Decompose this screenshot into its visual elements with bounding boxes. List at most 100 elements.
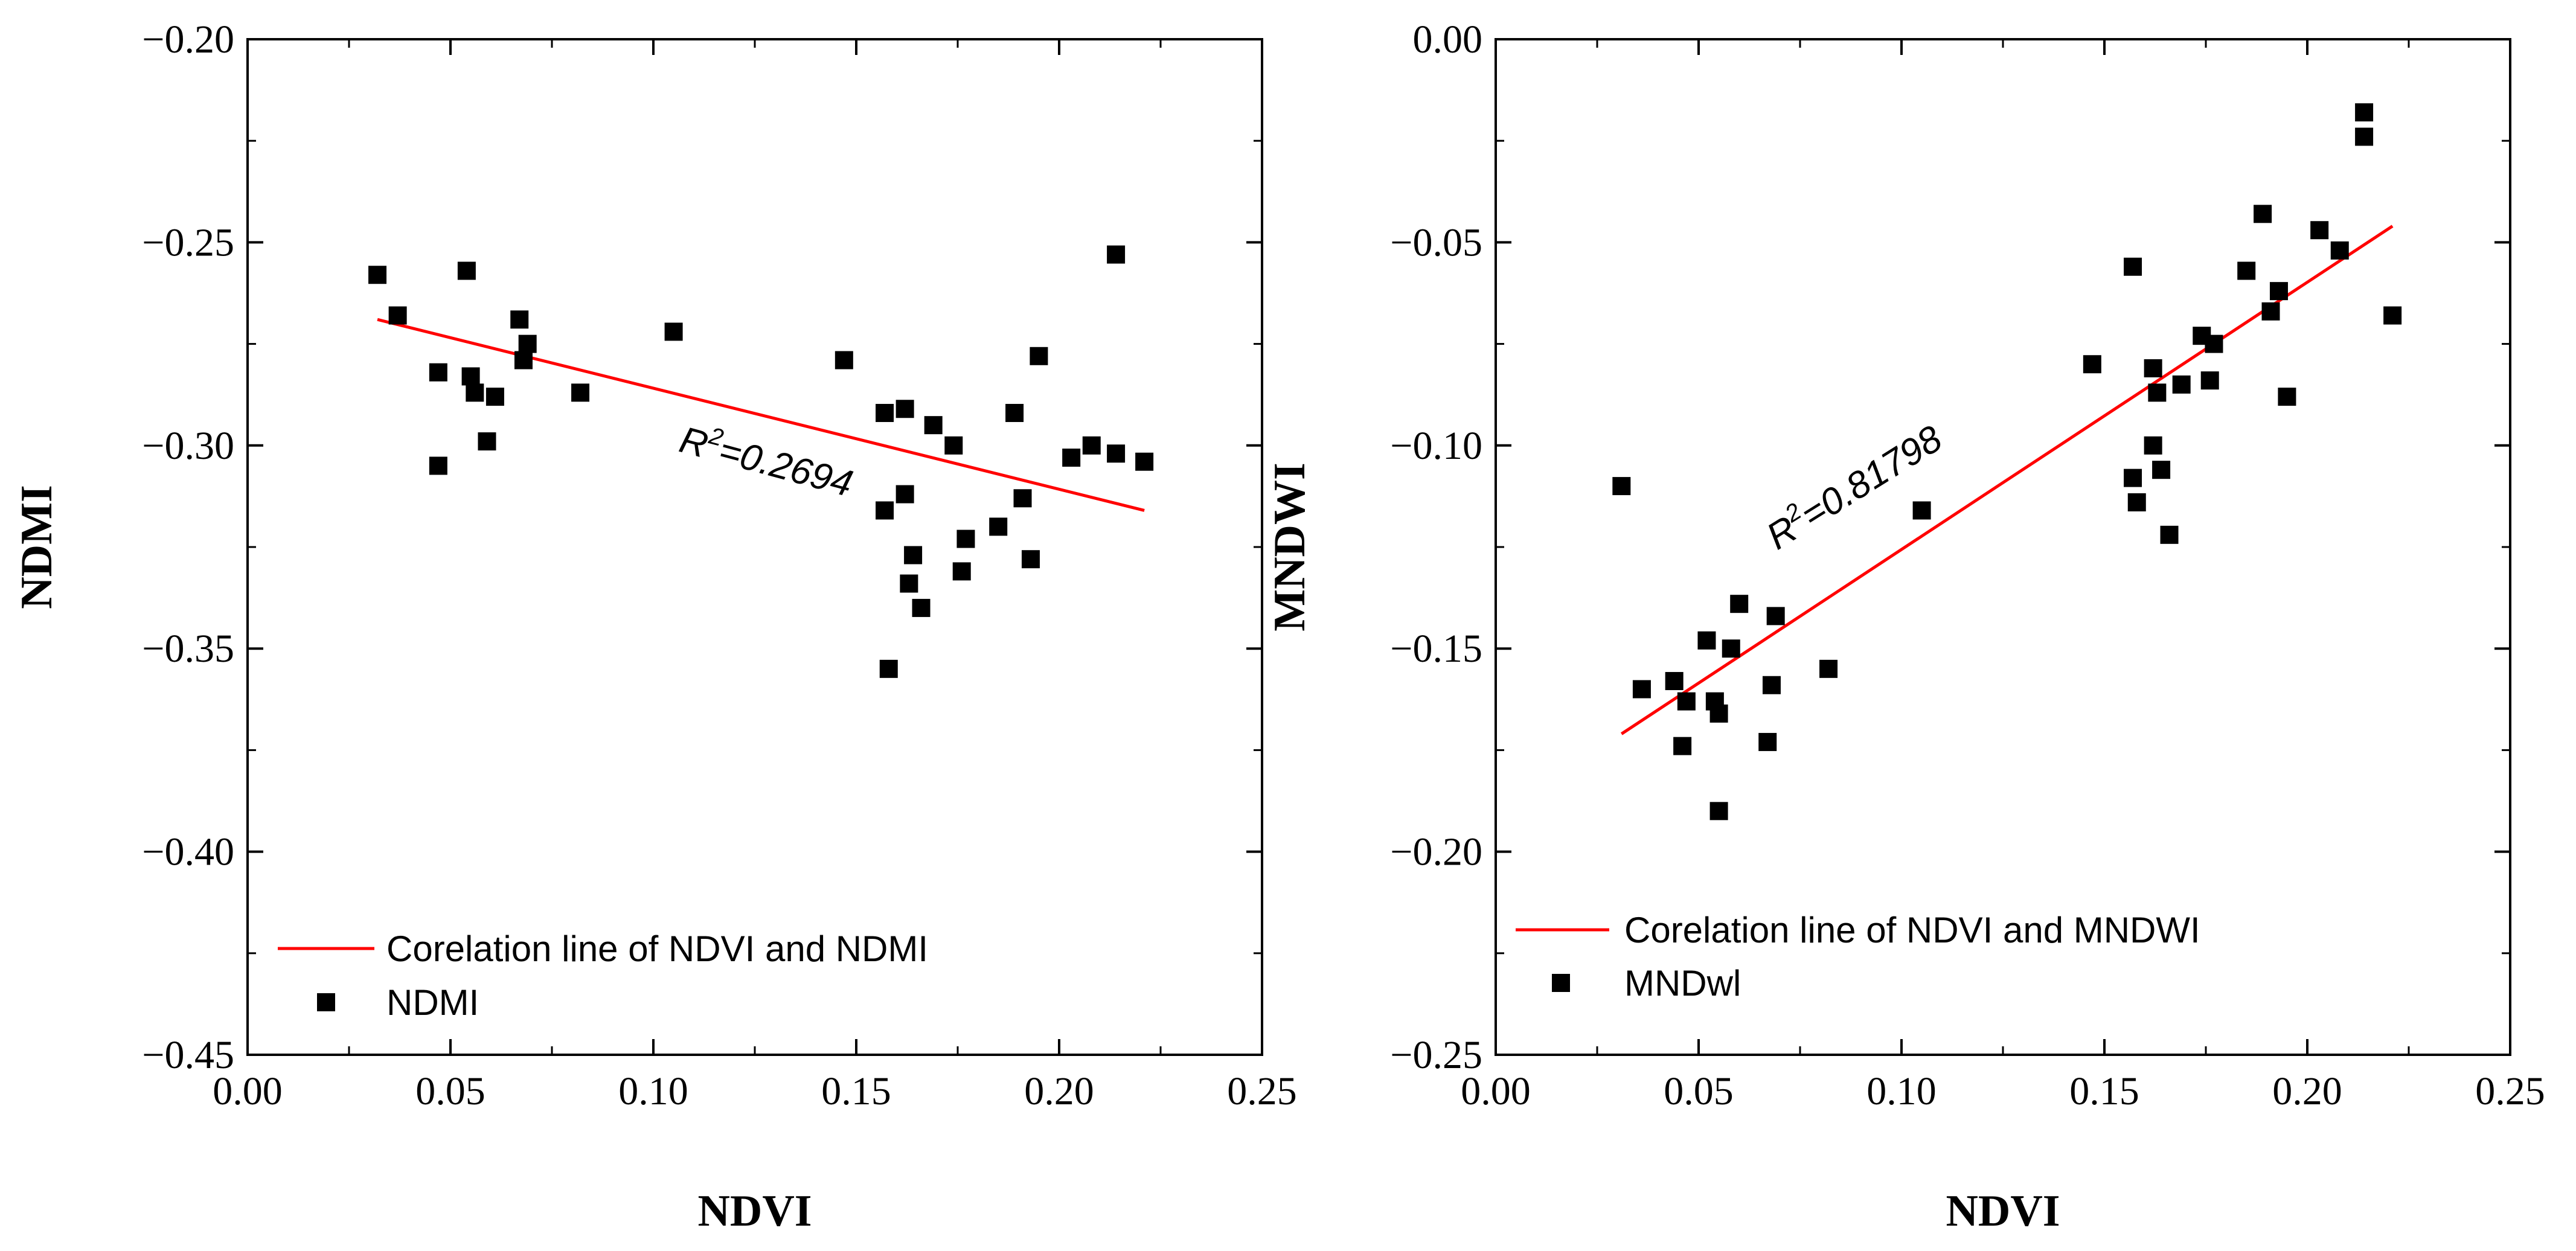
data-point (2330, 241, 2349, 260)
data-point (1722, 639, 1740, 658)
data-point (2254, 205, 2272, 223)
y-tick-label: −0.15 (1390, 627, 1482, 671)
legend-marker-swatch (1552, 974, 1570, 992)
data-point (2172, 375, 2191, 394)
right-chart: 0.00 0.05 0.10 0.15 0.20 0.25 −0.25 −0.20 −0.15 −… (1265, 18, 2545, 1236)
legend-series-label: MNDwl (1624, 963, 1741, 1003)
legend-marker-swatch (317, 993, 335, 1011)
data-point (2152, 461, 2171, 479)
data-point (368, 266, 387, 284)
data-point (514, 351, 533, 370)
data-point (1673, 737, 1692, 755)
data-point (2144, 359, 2162, 377)
data-point (571, 383, 590, 402)
data-point (2383, 306, 2402, 325)
data-point (2148, 383, 2167, 402)
data-point (2124, 257, 2142, 276)
legend: Corelation line of NDVI and MNDWI MNDwl (1516, 910, 2200, 1003)
y-tick-label: −0.45 (142, 1033, 234, 1077)
data-point (835, 351, 853, 370)
data-point (2144, 436, 2162, 455)
x-tick-label: 0.20 (2272, 1069, 2342, 1113)
data-point (664, 322, 683, 341)
data-point (876, 501, 894, 520)
data-point (1062, 448, 1081, 467)
data-point (2269, 282, 2288, 301)
x-tick-label: 0.00 (213, 1069, 283, 1113)
data-point (1005, 403, 1024, 422)
y-tick-label: 0.00 (1413, 18, 1483, 62)
data-point (1697, 631, 1716, 650)
data-point (429, 456, 447, 475)
data-point (2261, 302, 2280, 321)
x-tick-label: 0.20 (1024, 1069, 1094, 1113)
plot-frame (246, 38, 1263, 1056)
data-point (388, 306, 407, 325)
legend-series-label: NDMI (386, 982, 479, 1023)
data-point (1758, 732, 1777, 751)
data-point (2355, 103, 2374, 122)
x-tick-label: 0.05 (415, 1069, 485, 1113)
data-point (485, 388, 504, 406)
data-point (461, 367, 480, 386)
data-point (510, 310, 529, 329)
data-point (457, 261, 476, 280)
data-point (2310, 221, 2329, 240)
data-point (1709, 802, 1728, 821)
data-point (1677, 692, 1696, 711)
y-tick-label: −0.20 (142, 18, 234, 62)
data-point (1612, 477, 1631, 496)
data-point (2205, 334, 2223, 353)
y-tick-label: −0.25 (142, 220, 234, 264)
y-tick-label: −0.30 (142, 424, 234, 468)
data-point (2083, 355, 2101, 374)
data-point (1912, 501, 1931, 520)
data-point (2124, 469, 2142, 487)
data-point (478, 432, 496, 451)
y-tick-label: −0.05 (1390, 220, 1482, 264)
data-point (989, 517, 1008, 536)
x-axis-title: NDVI (697, 1186, 812, 1236)
data-point (876, 403, 894, 422)
data-point (944, 436, 963, 455)
data-point (896, 485, 914, 504)
y-tick-label: −0.35 (142, 627, 234, 671)
y-tick-label: −0.40 (142, 830, 234, 874)
data-point (912, 598, 931, 617)
x-tick-label: 0.15 (2069, 1069, 2139, 1113)
x-tick-label: 0.25 (1227, 1069, 1297, 1113)
x-tick-label: 0.10 (618, 1069, 688, 1113)
data-point (466, 383, 484, 402)
x-axis-title: NDVI (1946, 1186, 2060, 1236)
data-point (1709, 704, 1728, 723)
data-point (900, 574, 918, 593)
x-tick-label: 0.15 (821, 1069, 891, 1113)
plot-frame (1495, 38, 2511, 1056)
data-point (904, 546, 923, 565)
data-point (2127, 493, 2146, 511)
data-point (2160, 525, 2179, 544)
data-point (1632, 680, 1651, 699)
data-point (1819, 659, 1838, 678)
fit-line (377, 318, 1145, 512)
r-squared-value: =0.2694 (714, 429, 857, 505)
r-squared-prefix: R (675, 419, 712, 466)
data-point (1021, 550, 1040, 569)
y-tick-label: −0.10 (1390, 424, 1482, 468)
data-point (956, 530, 975, 548)
legend: Corelation line of NDVI and NDMI NDMI (278, 929, 928, 1023)
data-point (1082, 436, 1101, 455)
data-point (1665, 672, 1684, 691)
y-axis-title: MNDWI (1265, 462, 1315, 632)
legend-fit-label: Corelation line of NDVI and NDMI (386, 929, 928, 969)
r-squared-annotation: R2=0.2694 (675, 415, 857, 505)
data-point (2200, 371, 2219, 390)
data-point (429, 363, 447, 382)
data-point (879, 659, 898, 678)
y-tick-label: −0.25 (1390, 1033, 1482, 1077)
x-tick-label: 0.00 (1461, 1069, 1531, 1113)
x-tick-label: 0.25 (2475, 1069, 2545, 1113)
data-point (2355, 127, 2374, 146)
data-point (1030, 347, 1048, 365)
